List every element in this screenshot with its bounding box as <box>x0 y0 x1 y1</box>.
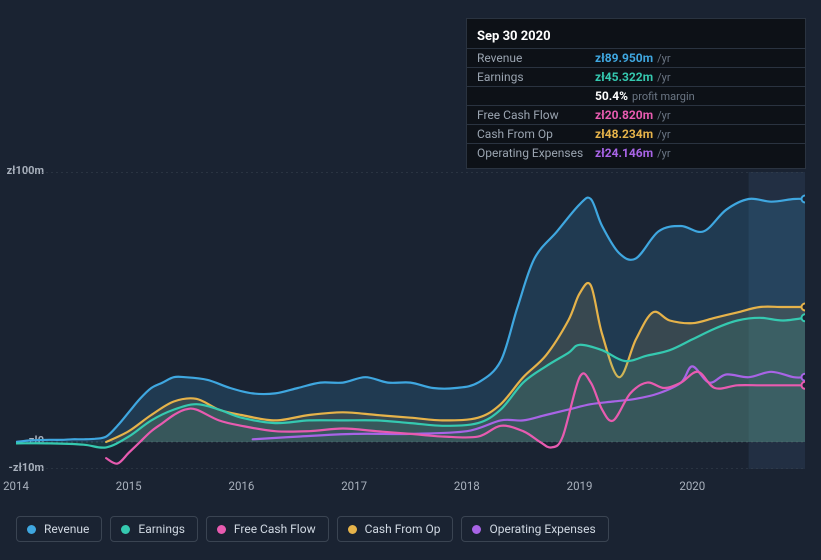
tooltip-row: Earningszł45.322m/yr <box>467 67 805 86</box>
tooltip-value: zł45.322m <box>595 70 653 84</box>
tooltip-label: Operating Expenses <box>477 146 595 160</box>
legend-swatch-icon <box>27 525 36 534</box>
legend-item[interactable]: Revenue <box>16 516 102 542</box>
tooltip-suffix: profit margin <box>632 90 695 103</box>
tooltip-label: Cash From Op <box>477 127 595 141</box>
legend-label: Cash From Op <box>365 522 441 536</box>
x-axis-tick: 2020 <box>679 479 705 493</box>
legend-swatch-icon <box>121 525 130 534</box>
x-axis-tick: 2019 <box>567 479 593 493</box>
legend-swatch-icon <box>472 525 481 534</box>
legend-item[interactable]: Cash From Op <box>337 516 454 542</box>
hover-tooltip: Sep 30 2020 Revenuezł89.950m/yrEarningsz… <box>466 18 806 169</box>
legend-swatch-icon <box>217 525 226 534</box>
x-axis-tick: 2016 <box>228 479 254 493</box>
tooltip-row: Revenuezł89.950m/yr <box>467 48 805 67</box>
tooltip-value: zł20.820m <box>595 108 653 122</box>
tooltip-label: Free Cash Flow <box>477 108 595 122</box>
tooltip-suffix: /yr <box>657 109 670 122</box>
tooltip-suffix: /yr <box>657 71 670 84</box>
tooltip-value: zł48.234m <box>595 127 653 141</box>
x-axis-tick: 2018 <box>454 479 480 493</box>
chart-container: Sep 30 2020 Revenuezł89.950m/yrEarningsz… <box>0 0 821 560</box>
legend: Revenue Earnings Free Cash Flow Cash From O… <box>16 516 609 542</box>
tooltip-value: 50.4% <box>595 89 628 103</box>
legend-label: Revenue <box>44 522 89 536</box>
line-chart[interactable] <box>16 172 805 469</box>
legend-label: Free Cash Flow <box>234 522 316 536</box>
tooltip-date: Sep 30 2020 <box>467 25 805 48</box>
tooltip-suffix: /yr <box>657 147 670 160</box>
x-axis-tick: 2014 <box>3 479 29 493</box>
tooltip-suffix: /yr <box>657 128 670 141</box>
legend-item[interactable]: Free Cash Flow <box>206 516 329 542</box>
x-axis-tick: 2017 <box>341 479 367 493</box>
tooltip-label: Earnings <box>477 70 595 84</box>
tooltip-value: zł24.146m <box>595 146 653 160</box>
legend-item[interactable]: Earnings <box>110 516 198 542</box>
tooltip-suffix: /yr <box>657 52 670 65</box>
legend-label: Earnings <box>138 522 185 536</box>
legend-label: Operating Expenses <box>489 522 595 536</box>
tooltip-row: Operating Expenseszł24.146m/yr <box>467 143 805 162</box>
x-axis-tick: 2015 <box>116 479 142 493</box>
legend-item[interactable]: Operating Expenses <box>461 516 608 542</box>
legend-swatch-icon <box>348 525 357 534</box>
tooltip-row: Cash From Opzł48.234m/yr <box>467 124 805 143</box>
tooltip-label: Revenue <box>477 51 595 65</box>
x-axis: 2014201520162017201820192020 <box>16 479 805 499</box>
tooltip-row: Free Cash Flowzł20.820m/yr <box>467 105 805 124</box>
tooltip-value: zł89.950m <box>595 51 653 65</box>
tooltip-row: 50.4% profit margin <box>467 86 805 105</box>
